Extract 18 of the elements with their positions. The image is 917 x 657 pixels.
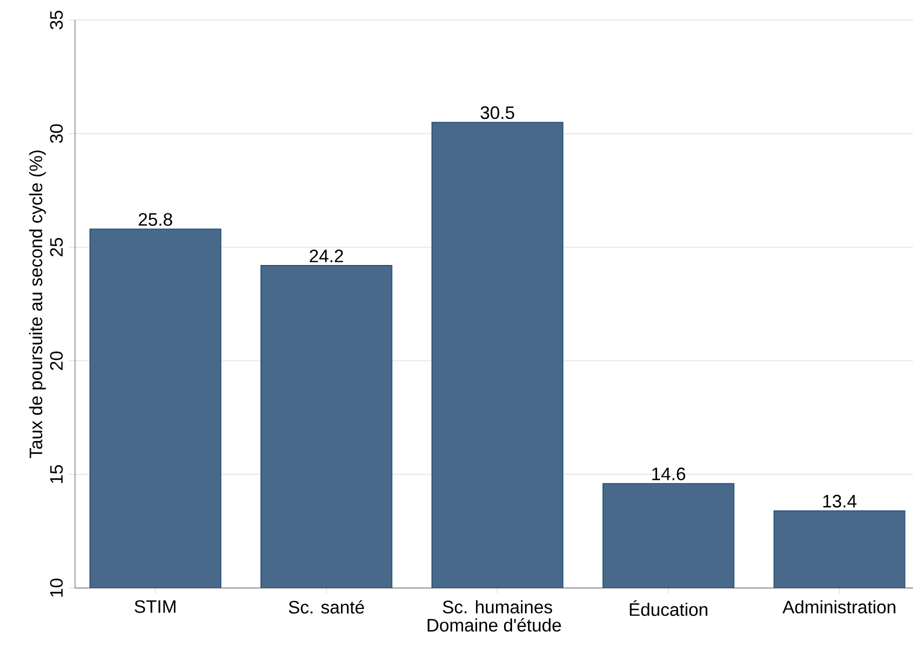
data-label: 14.6	[652, 468, 686, 480]
x-axis-title: Domaine d'étude	[428, 618, 561, 632]
y-tick-label: 30	[50, 124, 63, 143]
y-tick-label: 20	[50, 351, 63, 370]
data-label: 25.8	[138, 213, 172, 226]
y-tick-label: 25	[50, 238, 63, 256]
y-tick-label: 15	[50, 465, 63, 484]
x-tick-label: Sc. humaines	[442, 600, 552, 614]
data-label: 30.5	[480, 106, 514, 120]
data-label: 13.4	[823, 494, 856, 508]
y-axis-title: Taux de poursuite au second cycle (%)	[29, 150, 46, 458]
x-tick-label: Éducation	[630, 600, 708, 616]
x-tick-label: Sc. santé	[288, 600, 364, 614]
data-label: 24.2	[310, 250, 344, 262]
x-tick-label: Administration	[782, 600, 896, 614]
x-tick-label: STIM	[134, 600, 176, 613]
y-tick-label: 10	[50, 578, 63, 597]
y-tick-label: 35	[50, 10, 63, 30]
